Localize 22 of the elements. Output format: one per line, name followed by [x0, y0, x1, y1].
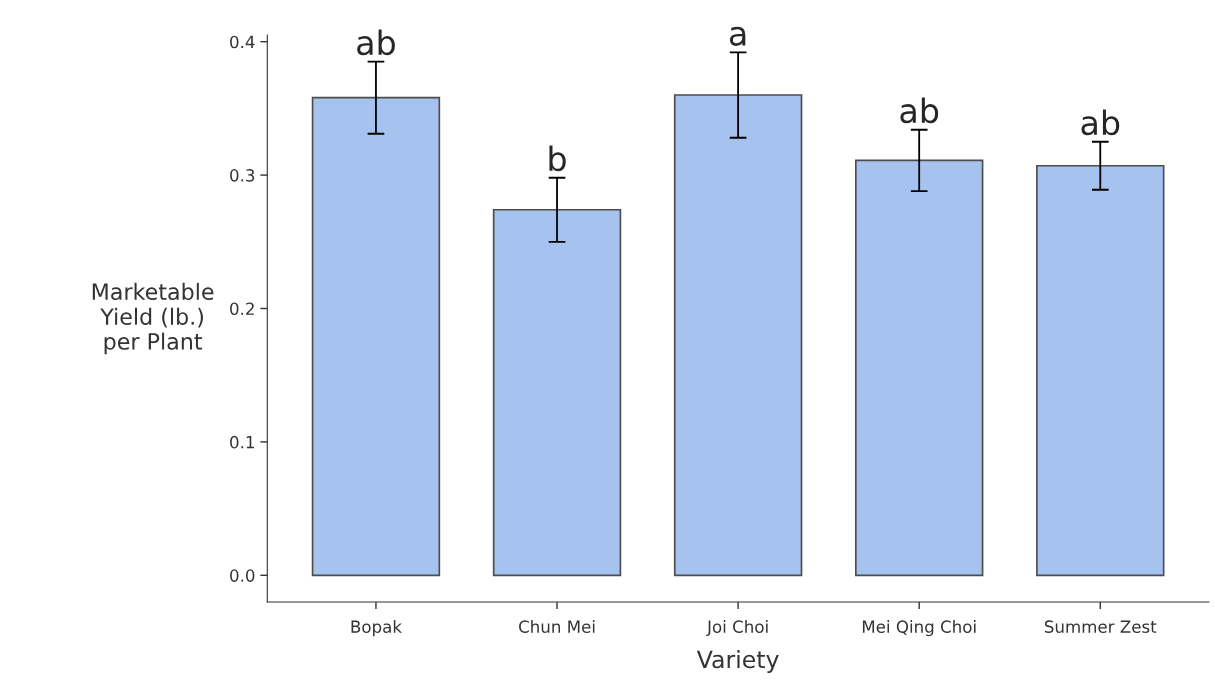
- y-tick-label: 0.0: [230, 569, 255, 582]
- bar: [854, 159, 984, 577]
- x-tick-label: Chun Mei: [519, 620, 595, 633]
- y-tick-label: 0.2: [230, 302, 254, 316]
- x-tick-label: Summer Zest: [1044, 620, 1157, 633]
- annotation: ab: [900, 97, 939, 124]
- x-axis-title: Variety: [696, 650, 779, 673]
- bar: [311, 96, 441, 577]
- bar: [673, 94, 803, 577]
- y-tick-label: 0.1: [230, 435, 254, 449]
- bar: [1036, 164, 1165, 577]
- x-tick-label: Mei Qing Choi: [862, 620, 976, 637]
- bar: [492, 208, 622, 577]
- annotation: b: [549, 145, 566, 172]
- y-tick-label: 0.4: [230, 35, 255, 49]
- annotation: ab: [357, 29, 395, 56]
- y-tick-label: 0.3: [230, 169, 255, 182]
- x-tick-label: Bopak: [351, 620, 402, 637]
- y-axis-title: Marketable Yield (lb.) per Plant: [92, 282, 214, 355]
- x-tick-label: Joi Choi: [706, 620, 768, 637]
- annotation: a: [729, 26, 746, 46]
- annotation: ab: [1081, 109, 1120, 136]
